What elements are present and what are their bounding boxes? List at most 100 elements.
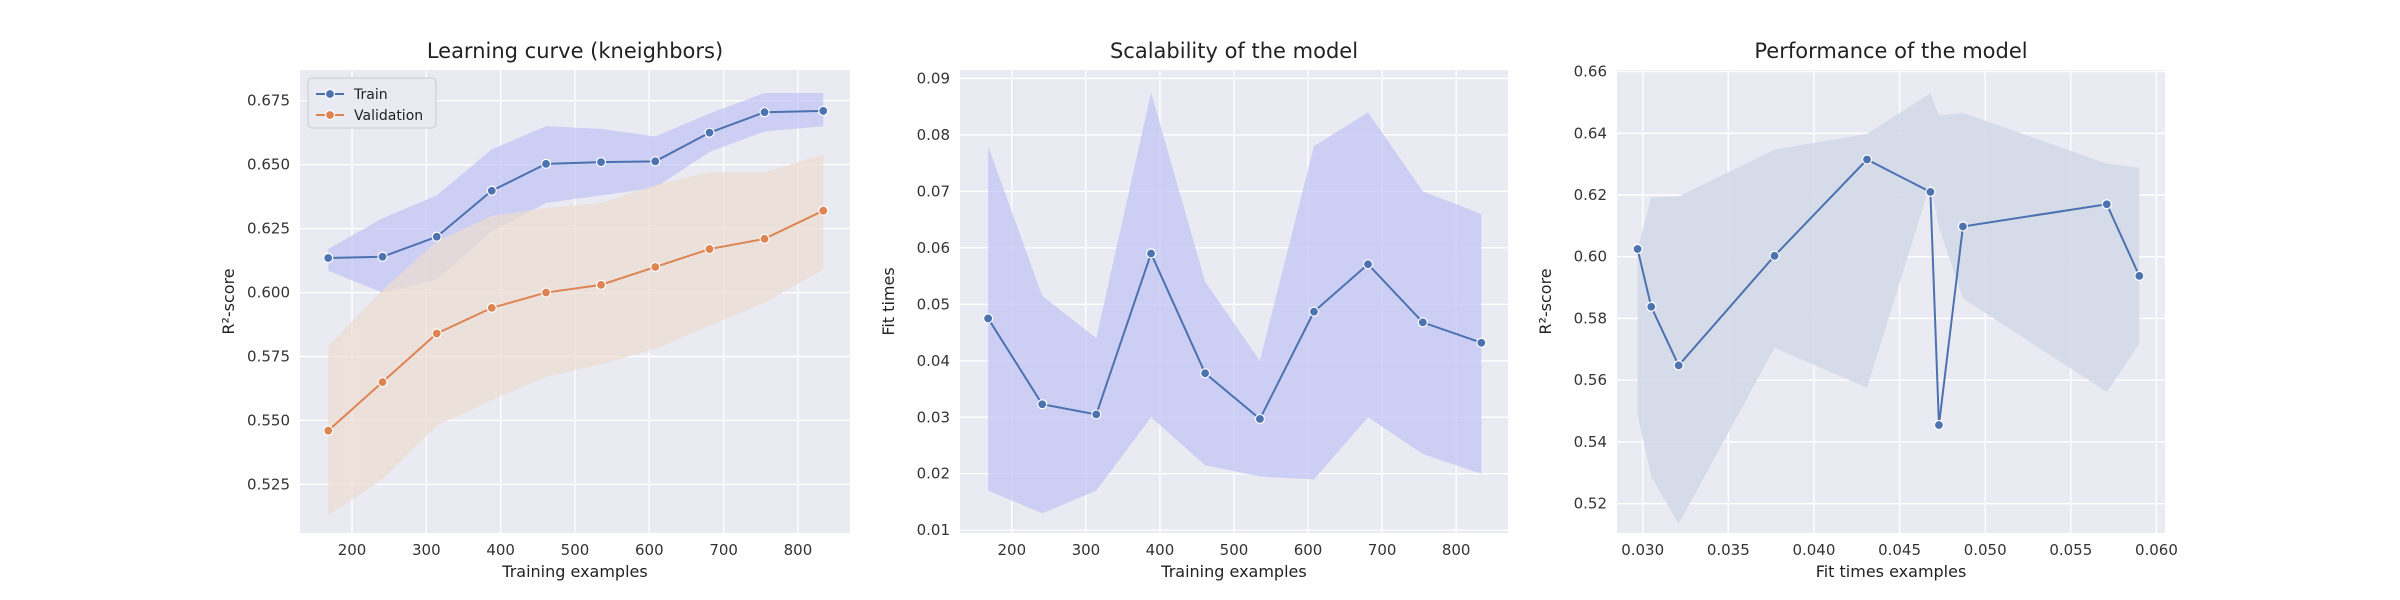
performance-y-ticks: 0.52 0.54 0.56 0.58 0.60 0.62 0.64 0.66 [1574, 63, 1607, 513]
performance-series-0-band [1637, 93, 2140, 524]
scalability-x-tick-label: 300 [1072, 541, 1101, 559]
scalability-x-tick-label: 800 [1442, 541, 1471, 559]
performance-series-0-point [1957, 221, 1969, 232]
learning-curve-series-train-line [328, 109, 824, 260]
legend-train-label: Train [353, 87, 388, 103]
performance-y-tick-label: 0.60 [1574, 248, 1607, 266]
learning-curve-series-validation-point [759, 233, 770, 244]
scalability-y-tick-label: 0.08 [917, 126, 950, 144]
scalability-title: Scalability of the model [1110, 39, 1358, 63]
scalability-panel: 200 300 400 500 600 700 800 0.010.020.030.040.… [879, 39, 1508, 581]
learning-curve-series-validation-point [704, 243, 715, 255]
performance-points [1632, 154, 2145, 431]
performance-y-tick-label: 0.58 [1574, 309, 1607, 327]
learning-curve-x-tick-label: 500 [561, 541, 590, 559]
performance-bands [1637, 93, 2140, 524]
legend-entry-validation: Validation [316, 108, 423, 124]
learning-curve-series-validation-point [486, 302, 497, 313]
scalability-series-0-point [1145, 248, 1157, 259]
scalability-y-tick-label: 0.04 [917, 352, 950, 370]
legend-train-marker [324, 88, 336, 100]
performance-x-label: Fit times examples [1816, 562, 1967, 581]
performance-y-label: R²-score [1536, 268, 1555, 334]
performance-x-tick-label: 0.055 [2049, 541, 2092, 559]
learning-curve-x-tick-label: 200 [338, 541, 367, 559]
learning-curve-y-label: R²-score [219, 268, 238, 334]
performance-x-tick-label: 0.030 [1621, 541, 1664, 559]
learning-curve-y-tick-label: 0.625 [247, 220, 290, 238]
learning-curve-series-train-point [650, 156, 661, 167]
learning-curve-series-validation-band [328, 154, 824, 516]
scalability-series-0-point [1362, 259, 1374, 270]
learning-curve-series-validation-point [323, 425, 334, 436]
scalability-x-tick-label: 600 [1294, 541, 1323, 559]
performance-series-0-point [1769, 250, 1780, 261]
scalability-y-tick-label: 0.07 [917, 182, 950, 200]
learning-curve-x-tick-label: 600 [635, 541, 664, 559]
learning-curve-series-train-point [759, 107, 770, 118]
scalability-y-tick-label: 0.05 [917, 295, 950, 313]
learning-curve-series-validation-point [431, 328, 442, 339]
learning-curve-y-tick-label: 0.575 [247, 347, 290, 365]
learning-curve-series-train-point [818, 105, 829, 117]
scalability-x-tick-label: 200 [998, 541, 1027, 559]
scalability-x-ticks: 200 300 400 500 600 700 800 [998, 541, 1471, 559]
learning-curve-series-train-point [377, 251, 388, 262]
performance-x-tick-label: 0.035 [1707, 541, 1750, 559]
scalability-y-tick-label: 0.03 [917, 408, 950, 426]
performance-y-tick-label: 0.56 [1574, 371, 1607, 389]
learning-curve-y-ticks: 0.525 0.550 0.575 0.600 0.625 0.650 0.675 [247, 92, 290, 494]
legend-validation-label: Validation [354, 108, 423, 124]
performance-series-0-point [1673, 360, 1684, 371]
scalability-series-0-point [1308, 306, 1320, 317]
performance-series-0-point [1925, 186, 1936, 198]
performance-series-0-point [1646, 301, 1657, 312]
performance-y-tick-label: 0.66 [1574, 63, 1607, 81]
performance-panel: 0.030 0.035 0.040 0.045 0.050 0.055 0.060 0.52… [1536, 39, 2178, 581]
performance-series-0-point [2101, 199, 2112, 210]
performance-series-0-line [1636, 158, 2141, 426]
learning-curve-series-validation-point [377, 376, 388, 388]
learning-curve-y-tick-label: 0.675 [247, 92, 290, 110]
learning-curve-series-train-point [540, 158, 552, 169]
learning-curve-y-tick-label: 0.600 [247, 284, 290, 302]
learning-curve-y-tick-label: 0.525 [247, 475, 290, 493]
learning-curve-y-tick-label: 0.550 [247, 411, 290, 429]
performance-x-tick-label: 0.050 [1964, 541, 2007, 559]
learning-curve-series-validation-point [540, 287, 552, 298]
scalability-series-0-point [1254, 413, 1266, 425]
scalability-series-0-band [988, 92, 1482, 514]
scalability-y-ticks: 0.01 0.02 0.03 0.04 0.05 0.06 0.07 0.08 0.09 [917, 69, 950, 539]
performance-y-tick-label: 0.52 [1574, 495, 1607, 513]
scalability-series-0-point [1091, 409, 1102, 420]
performance-x-tick-label: 0.045 [1878, 541, 1921, 559]
performance-y-tick-label: 0.64 [1574, 124, 1607, 142]
learning-curve-lines [327, 109, 824, 432]
scalability-y-label: Fit times [879, 267, 898, 335]
performance-series-0-point [1632, 243, 1643, 255]
performance-series-0-point [1861, 154, 1873, 165]
learning-curve-series-validation-line [327, 209, 824, 432]
scalability-x-tick-label: 400 [1146, 541, 1175, 559]
scalability-x-label: Training examples [1160, 562, 1306, 581]
learning-curve-series-train-point [704, 127, 715, 138]
learning-curve-x-tick-label: 800 [784, 541, 813, 559]
performance-x-ticks: 0.030 0.035 0.040 0.045 0.050 0.055 0.060 [1621, 541, 2178, 559]
learning-curve-title: Learning curve (kneighbors) [427, 39, 723, 63]
performance-x-tick-label: 0.040 [1792, 541, 1835, 559]
scalability-x-tick-label: 700 [1368, 541, 1397, 559]
scalability-y-tick-label: 0.01 [917, 521, 950, 539]
legend-entry-train: Train [316, 87, 388, 103]
learning-curve-x-tick-label: 400 [486, 541, 515, 559]
learning-curve-series-validation-point [818, 205, 829, 216]
scalability-series-0-point [1037, 399, 1048, 410]
performance-lines [1636, 158, 2141, 426]
performance-series-0-point [1933, 419, 1945, 431]
performance-series-0-point [2134, 270, 2145, 281]
learning-curve-y-tick-label: 0.650 [247, 156, 290, 174]
scalability-x-tick-label: 500 [1220, 541, 1249, 559]
learning-curve-series-train-point [595, 156, 607, 168]
learning-curve-x-label: Training examples [501, 562, 647, 581]
performance-y-tick-label: 0.62 [1574, 186, 1607, 204]
